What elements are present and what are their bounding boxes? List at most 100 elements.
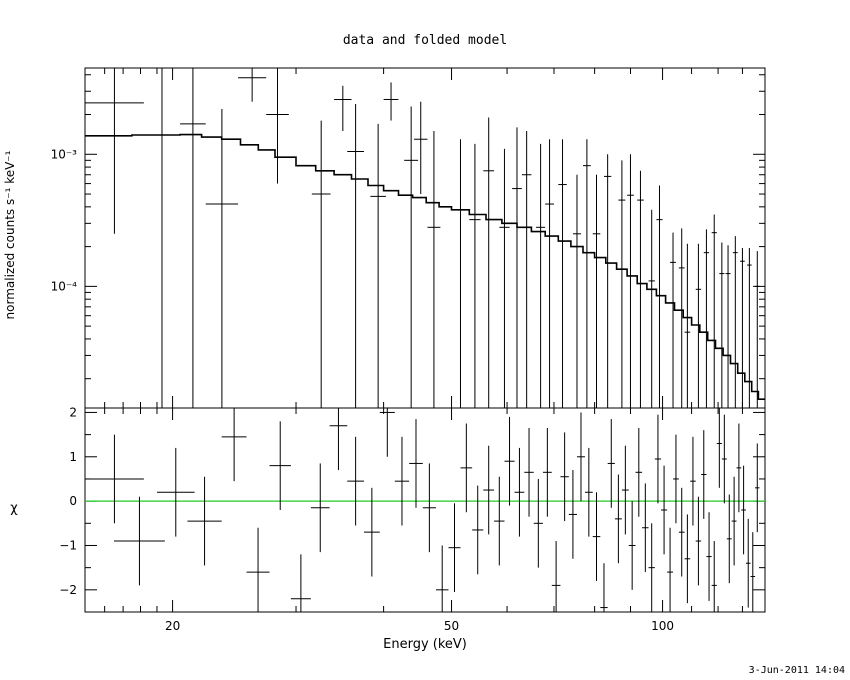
bottom-y-tick-label: 0	[69, 494, 77, 508]
residual-point	[577, 412, 585, 502]
residual-point	[329, 408, 348, 471]
residual-point	[642, 483, 649, 573]
data-point	[627, 154, 634, 408]
x-tick-label: 20	[165, 619, 180, 633]
residual-point	[716, 408, 722, 488]
top-panel-ticks: 10⁻³ 10⁻⁴	[51, 68, 766, 408]
residual-point	[673, 434, 679, 524]
data-point	[684, 243, 691, 408]
data-point	[266, 68, 289, 184]
residual-point	[654, 414, 662, 504]
residual-point	[187, 476, 222, 566]
data-point	[238, 68, 267, 102]
residual-point	[648, 523, 655, 612]
data-point	[454, 139, 467, 408]
bottom-y-axis-label: χ	[10, 501, 18, 516]
residual-point	[661, 465, 668, 555]
data-point	[695, 243, 702, 408]
residual-point	[614, 474, 622, 564]
folded-model-curve	[85, 133, 765, 400]
data-point	[572, 174, 582, 408]
residual-point	[560, 432, 569, 522]
data-point	[404, 106, 419, 408]
residual-point	[621, 445, 629, 535]
bottom-y-tick-label: −1	[59, 538, 77, 552]
residual-point	[755, 443, 760, 533]
data-point	[143, 68, 181, 408]
residual-point	[460, 423, 473, 513]
residual-point	[592, 492, 601, 581]
residual-point	[745, 518, 751, 608]
top-y-tick-label: 10⁻⁴	[51, 279, 78, 293]
residual-point	[684, 514, 691, 604]
bottom-y-tick-label: 1	[69, 450, 77, 464]
residual-point	[514, 447, 525, 537]
residual-point	[690, 436, 696, 526]
residual-point	[524, 427, 534, 517]
data-point	[618, 160, 626, 408]
residual-point	[731, 476, 737, 566]
data-point	[711, 214, 717, 408]
data-point	[427, 131, 441, 408]
residual-point	[290, 554, 311, 612]
top-y-tick-label: 10⁻³	[51, 147, 78, 161]
residual-point	[394, 436, 410, 526]
residual-point	[678, 487, 685, 577]
data-point	[670, 232, 676, 408]
top-panel-frame	[84, 67, 766, 409]
x-axis-label: Energy (keV)	[383, 637, 467, 652]
residual-point	[85, 434, 144, 524]
data-point	[719, 242, 725, 408]
timestamp: 3-Jun-2011 14:04	[749, 665, 845, 676]
residual-point	[310, 463, 330, 553]
data-point	[582, 139, 591, 408]
data-point	[536, 143, 546, 408]
top-y-axis-label: normalized counts s⁻¹ keV⁻¹	[3, 150, 17, 319]
data-point	[592, 174, 601, 408]
residual-point	[706, 512, 712, 601]
residual-point	[448, 503, 461, 593]
data-point	[483, 117, 495, 408]
data-point	[334, 85, 352, 132]
data-point	[469, 143, 481, 408]
residual-point	[711, 541, 717, 612]
x-tick-label: 50	[444, 619, 459, 633]
residual-point	[635, 427, 643, 517]
residual-point	[504, 416, 515, 506]
residual-point	[435, 545, 449, 612]
data-point	[545, 139, 554, 408]
bottom-y-tick-label: −2	[59, 583, 77, 597]
residual-point	[363, 487, 380, 577]
residual-point	[494, 476, 505, 566]
data-point	[740, 248, 745, 408]
data-point	[347, 104, 364, 408]
bottom-panel-ticks: 2 1 0 −1 −2 20 50 100	[59, 405, 766, 633]
residual-point	[347, 436, 364, 526]
residual-data-points	[85, 408, 765, 612]
x-tick-label: 100	[651, 619, 674, 633]
residual-point	[607, 419, 615, 508]
residual-point	[114, 496, 165, 586]
data-point	[747, 248, 752, 408]
data-point	[755, 251, 760, 408]
residual-point	[269, 421, 291, 510]
data-point	[725, 245, 731, 408]
residual-point	[542, 427, 552, 517]
data-point	[512, 127, 522, 408]
residual-point	[701, 430, 707, 519]
residual-point	[667, 527, 674, 612]
residual-point	[246, 527, 270, 612]
spectrum-data-points	[85, 68, 760, 408]
residual-point	[422, 463, 436, 553]
residual-point	[628, 501, 636, 590]
residual-point	[409, 419, 423, 508]
data-point	[180, 68, 206, 408]
residual-point	[695, 496, 702, 586]
residual-point	[726, 494, 732, 584]
data-point	[414, 101, 428, 195]
data-point	[521, 131, 532, 408]
residual-point	[741, 465, 746, 555]
residual-point	[568, 470, 578, 559]
data-point	[732, 236, 738, 408]
